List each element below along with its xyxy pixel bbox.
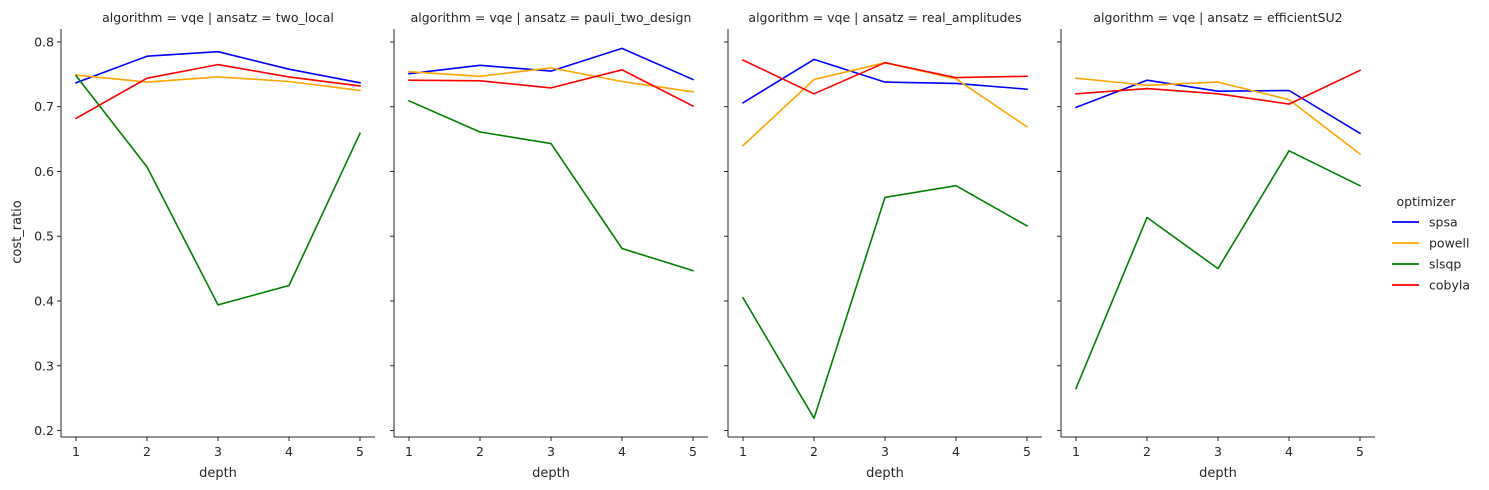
x-tick-label: 1 [739,444,747,459]
legend-entry-slsqp: slsqp [1392,257,1461,272]
chart-panels: algorithm = vqe | ansatz = two_local 0.2 0… [34,10,1375,481]
x-tick-label: 4 [952,444,960,459]
series-line-cobyla [741,59,1028,95]
x-tick-label: 2 [810,444,818,459]
series-line-spsa [74,50,361,84]
legend: optimizer spsa powell slsqp cobyla [1392,194,1470,293]
series-line-powell [75,74,361,92]
x-tick-label: 2 [1143,444,1151,459]
y-tick-label: 0.8 [34,34,54,49]
x-tick-label: 2 [143,444,151,459]
y-tick-label: 0.7 [34,99,54,114]
series-line-slsqp [1074,150,1362,390]
y-tick-label: 0.4 [34,294,54,309]
facet-panel-4: algorithm = vqe | ansatz = efficientSU2 1… [1057,10,1375,481]
legend-label: powell [1429,236,1469,251]
series-line-slsqp [74,74,362,306]
x-axis-label: depth [199,466,237,481]
facet-panel-3: algorithm = vqe | ansatz = real_amplitud… [724,10,1042,481]
series-line-powell [1075,77,1362,156]
y-tick-label: 0.2 [34,423,54,438]
legend-title: optimizer [1397,194,1457,209]
series-line-cobyla [74,63,361,120]
x-axis-label: depth [866,466,904,481]
legend-entry-spsa: spsa [1392,215,1458,230]
x-tick-label: 5 [356,444,364,459]
facet-title: algorithm = vqe | ansatz = two_local [102,10,334,25]
series-line-cobyla [1075,69,1362,105]
x-tick-label: 1 [1072,444,1080,459]
series-line-cobyla [408,69,695,108]
legend-label: cobyla [1429,278,1470,293]
x-tick-label: 1 [405,444,413,459]
x-axis-label: depth [532,466,570,481]
x-tick-label: 5 [1356,444,1364,459]
x-tick-label: 3 [1214,444,1222,459]
x-tick-label: 4 [285,444,293,459]
series-line-spsa [408,47,695,81]
facet-panel-1: algorithm = vqe | ansatz = two_local 0.2 0… [34,10,375,481]
series-line-spsa [741,58,1028,104]
facet-title: algorithm = vqe | ansatz = pauli_two_des… [411,10,692,25]
legend-entry-powell: powell [1392,236,1469,251]
x-tick-label: 4 [1285,444,1293,459]
x-tick-label: 4 [618,444,626,459]
x-tick-label: 2 [476,444,484,459]
y-tick-label: 0.5 [34,229,54,244]
y-tick-label: 0.6 [34,164,54,179]
x-tick-label: 3 [547,444,555,459]
series-line-slsqp [741,184,1029,420]
series-line-powell [741,61,1029,147]
legend-label: spsa [1429,215,1458,230]
series-line-slsqp [407,99,695,272]
y-tick-label: 0.3 [34,358,54,373]
x-tick-label: 3 [881,444,889,459]
x-tick-label: 5 [1023,444,1031,459]
series-line-powell [408,67,694,93]
x-tick-label: 1 [72,444,80,459]
series-line-spsa [1074,79,1362,135]
facet-title: algorithm = vqe | ansatz = efficientSU2 [1093,10,1342,25]
x-axis-label: depth [1199,466,1237,481]
x-tick-label: 3 [214,444,222,459]
legend-label: slsqp [1429,257,1461,272]
y-axis-label: cost_ratio [10,200,25,263]
facet-panel-2: algorithm = vqe | ansatz = pauli_two_des… [390,10,708,481]
facet-title: algorithm = vqe | ansatz = real_amplitud… [748,10,1021,25]
legend-entry-cobyla: cobyla [1392,278,1470,293]
x-tick-label: 5 [689,444,697,459]
